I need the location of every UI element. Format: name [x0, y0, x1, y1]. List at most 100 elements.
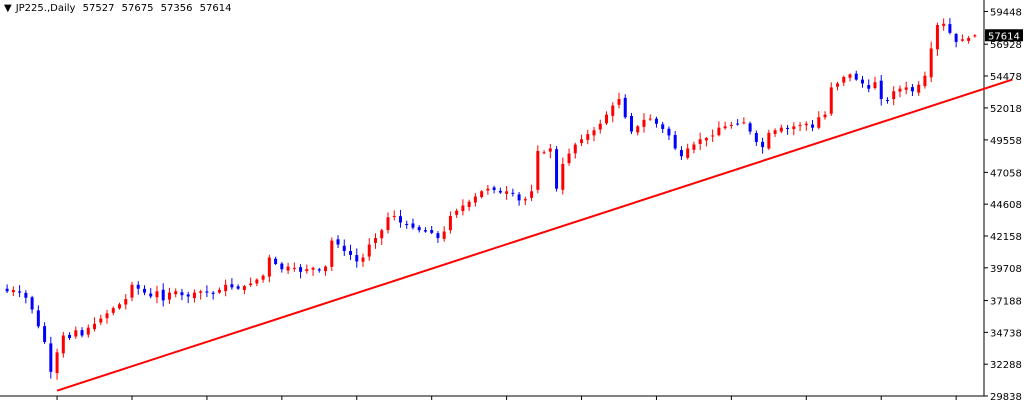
candle-body — [230, 284, 234, 288]
candle-body — [942, 23, 946, 26]
candle — [417, 225, 421, 233]
candle — [11, 286, 15, 297]
candle — [860, 75, 864, 88]
candle-body — [948, 24, 952, 33]
candle-body — [99, 318, 103, 323]
candle — [386, 212, 390, 234]
candle-body — [742, 122, 746, 124]
candle-body — [767, 132, 771, 149]
candle-body — [736, 123, 740, 125]
candle-body — [973, 35, 977, 37]
candle — [673, 131, 677, 151]
candle — [923, 71, 927, 89]
candle — [717, 121, 721, 137]
candle — [355, 248, 359, 268]
candle-body — [380, 230, 384, 239]
candle — [517, 191, 521, 206]
candle-body — [392, 215, 396, 217]
candle-body — [786, 127, 790, 129]
candle-body — [49, 343, 53, 372]
candle — [5, 284, 9, 294]
candle — [292, 262, 296, 272]
candle-body — [598, 123, 602, 130]
candle-body — [935, 25, 939, 50]
candle-body — [180, 292, 184, 296]
candle — [124, 294, 128, 310]
candle-body — [349, 251, 353, 255]
candle — [761, 137, 765, 154]
candle-body — [242, 286, 246, 291]
candle-body — [93, 323, 97, 330]
chart-header: ▼ JP225.,Daily 57527 57675 57356 57614 — [4, 3, 235, 14]
candle-body — [548, 148, 552, 152]
candle — [43, 322, 47, 345]
candle — [430, 226, 434, 235]
candle — [898, 85, 902, 98]
candle — [536, 145, 540, 194]
candle-body — [667, 128, 671, 136]
candle — [242, 284, 246, 295]
candle — [879, 74, 883, 106]
candle-body — [249, 283, 253, 286]
candle-body — [430, 230, 434, 233]
candle-body — [910, 87, 914, 92]
candle-body — [629, 116, 633, 132]
candle-body — [611, 105, 615, 116]
candle-body — [155, 291, 159, 298]
candle — [342, 239, 346, 256]
candle-body — [473, 196, 477, 203]
candle-body — [823, 114, 827, 118]
candle — [767, 129, 771, 150]
candle — [910, 84, 914, 97]
candle — [480, 190, 484, 199]
candle — [105, 309, 109, 324]
candle-body — [711, 135, 715, 137]
candle-body — [567, 153, 571, 164]
candle — [929, 41, 933, 82]
price-tick-label: 32288 — [990, 360, 1022, 371]
candle — [455, 208, 459, 218]
candle-body — [267, 257, 271, 277]
candle — [261, 274, 265, 283]
candle — [723, 121, 727, 130]
price-tick-label: 44608 — [990, 200, 1022, 211]
price-tick-label: 34738 — [990, 328, 1022, 339]
candle-body — [717, 127, 721, 136]
candle — [180, 288, 184, 301]
candle-body — [411, 223, 415, 228]
candle-body — [24, 292, 28, 298]
trendline-layer[interactable] — [56, 78, 1013, 392]
close-value: 57614 — [199, 3, 232, 14]
candle-body — [917, 84, 921, 93]
candle-body — [761, 141, 765, 148]
candle — [80, 327, 84, 338]
candle — [867, 79, 871, 93]
candle-body — [236, 286, 240, 289]
candle — [473, 193, 477, 207]
candle — [592, 126, 596, 142]
candle — [611, 102, 615, 123]
candle — [286, 262, 290, 274]
candle — [136, 281, 140, 295]
triangle-down-icon[interactable]: ▼ — [4, 3, 12, 14]
candle-body — [130, 284, 134, 298]
candle-body — [754, 132, 758, 142]
candle-body — [5, 288, 9, 292]
candle-body — [555, 149, 559, 189]
candle — [798, 121, 802, 132]
candle-body — [461, 205, 465, 212]
candle-body — [661, 124, 665, 129]
candle — [698, 132, 702, 151]
candle — [848, 73, 852, 82]
candle — [573, 142, 577, 159]
candle-body — [923, 75, 927, 87]
candle — [305, 264, 309, 274]
candle-body — [954, 34, 958, 42]
price-tick-label: 54478 — [990, 72, 1022, 83]
candle-body — [792, 126, 796, 130]
trendline[interactable] — [56, 78, 1013, 392]
candle-body — [854, 73, 858, 80]
candle-body — [654, 118, 658, 124]
